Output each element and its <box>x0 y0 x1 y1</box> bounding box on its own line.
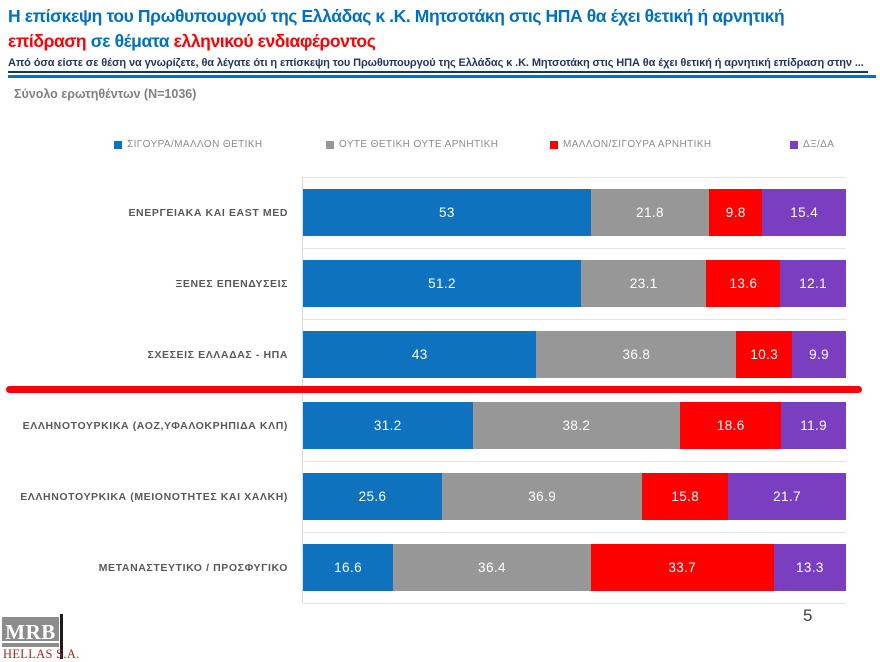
bar-row: 43 36.8 10.3 9.9 <box>303 331 846 378</box>
legend-item: ΜΑΛΛΟΝ/ΣΙΓΟΥΡΑ ΑΡΝΗΤΙΚΗ <box>550 139 712 150</box>
legend-item: ΔΞ/ΔΑ <box>790 139 834 150</box>
bar-segment: 21.7 <box>728 473 846 520</box>
category-label: ΣΧΕΣΕΙΣ ΕΛΛΑΔΑΣ - ΗΠΑ <box>147 348 288 361</box>
bar-segment: 38.2 <box>472 402 681 449</box>
title-line1: Η επίσκεψη του Πρωθυπουργού της Ελλάδας … <box>8 6 785 26</box>
legend-item: ΣΙΓΟΥΡΑ/ΜΑΛΛΟΝ ΘΕΤΙΚΗ <box>114 139 263 150</box>
gridline <box>303 319 846 320</box>
bar-segment: 13.6 <box>706 260 781 307</box>
legend-swatch-icon <box>326 140 334 149</box>
bar-segment: 13.3 <box>773 544 846 591</box>
stacked-bar-chart: 53 21.8 9.8 15.4 51.2 23.1 13.6 12.1 43 36.8 10.3 9… <box>302 177 847 604</box>
bar-segment: 33.7 <box>590 544 774 591</box>
legend-label: ΜΑΛΛΟΝ/ΣΙΓΟΥΡΑ ΑΡΝΗΤΙΚΗ <box>563 139 712 150</box>
category-label: ΕΛΛΗΝΟΤΟΥΡΚΙΚΑ (ΑΟΖ,ΥΦΑΛΟΚΡΗΠΙΔΑ ΚΛΠ) <box>22 419 288 432</box>
bar-segment: 53 <box>303 189 591 236</box>
bar-segment: 18.6 <box>680 402 782 449</box>
sample-size-note: Σύνολο ερωτηθέντων (N=1036) <box>14 87 197 101</box>
category-label: ΕΝΕΡΓΕΙΑΚΑ ΚΑΙ EAST MED <box>128 206 288 219</box>
bar-segment: 15.8 <box>642 473 729 520</box>
bar-segment: 15.4 <box>762 189 847 236</box>
mrb-logo-vertical-bar <box>60 614 63 659</box>
mrb-logo: MRB HELLAS S.A. <box>2 614 79 661</box>
bar-segment: 12.1 <box>780 260 846 307</box>
bar-row: 51.2 23.1 13.6 12.1 <box>303 260 846 307</box>
red-divider-line <box>6 386 862 393</box>
legend-swatch-icon <box>790 140 798 149</box>
category-label: ΞΕΝΕΣ ΕΠΕΝΔΥΣΕΙΣ <box>175 277 288 290</box>
bar-row: 25.6 36.9 15.8 21.7 <box>303 473 846 520</box>
bar-segment: 36.4 <box>393 544 591 591</box>
bar-segment: 9.8 <box>709 189 763 236</box>
bar-segment: 51.2 <box>303 260 582 307</box>
mrb-logo-subtext: HELLAS S.A. <box>3 647 80 661</box>
legend-swatch-icon <box>550 140 558 149</box>
gridline <box>303 248 846 249</box>
gridline <box>303 532 846 533</box>
blue-underline <box>8 75 876 78</box>
bar-segment: 11.9 <box>781 402 846 449</box>
bar-segment: 10.3 <box>736 331 793 378</box>
title-line2-red1: επίδραση <box>8 31 91 51</box>
gridline <box>303 603 846 604</box>
slide-title: Η επίσκεψη του Πρωθυπουργού της Ελλάδας … <box>8 4 785 54</box>
bar-segment: 43 <box>303 331 537 378</box>
legend-label: ΔΞ/ΔΑ <box>803 139 835 150</box>
category-label: ΜΕΤΑΝΑΣΤΕΥΤΙΚΟ / ΠΡΟΣΦΥΓΙΚΟ <box>98 561 288 574</box>
navy-underline <box>8 71 868 73</box>
gridline <box>303 461 846 462</box>
bar-segment: 21.8 <box>590 189 710 236</box>
bar-segment: 36.9 <box>442 473 643 520</box>
bar-segment: 9.9 <box>792 331 846 378</box>
bar-row: 16.6 36.4 33.7 13.3 <box>303 544 846 591</box>
title-line2-red2: ελληνικού ενδιαφέροντος <box>173 31 376 51</box>
category-label: ΕΛΛΗΝΟΤΟΥΡΚΙΚΑ (ΜΕΙΟΝΟΤΗΤΕΣ ΚΑΙ ΧΑΛΚΗ) <box>20 490 288 503</box>
bar-segment: 16.6 <box>303 544 394 591</box>
bar-segment: 31.2 <box>303 402 473 449</box>
survey-question-text: Από όσα είστε σε θέση να γνωρίζετε, θα λ… <box>8 57 864 69</box>
mrb-logo-box: MRB <box>2 617 59 647</box>
bar-segment: 25.6 <box>303 473 443 520</box>
bar-row: 53 21.8 9.8 15.4 <box>303 189 847 236</box>
bar-row: 31.2 38.2 18.6 11.9 <box>303 402 846 449</box>
bar-segment: 23.1 <box>581 260 707 307</box>
legend-item: ΟΥΤΕ ΘΕΤΙΚΗ ΟΥΤΕ ΑΡΝΗΤΙΚΗ <box>326 139 498 150</box>
legend-label: ΣΙΓΟΥΡΑ/ΜΑΛΛΟΝ ΘΕΤΙΚΗ <box>127 139 263 150</box>
bar-segment: 36.8 <box>536 331 737 378</box>
title-line2-blue: σε θέματα <box>90 31 174 51</box>
legend-label: ΟΥΤΕ ΘΕΤΙΚΗ ΟΥΤΕ ΑΡΝΗΤΙΚΗ <box>339 139 499 150</box>
gridline <box>303 177 846 178</box>
mrb-logo-text: MRB <box>5 619 56 644</box>
legend-swatch-icon <box>114 140 122 149</box>
page-number: 5 <box>803 606 813 625</box>
